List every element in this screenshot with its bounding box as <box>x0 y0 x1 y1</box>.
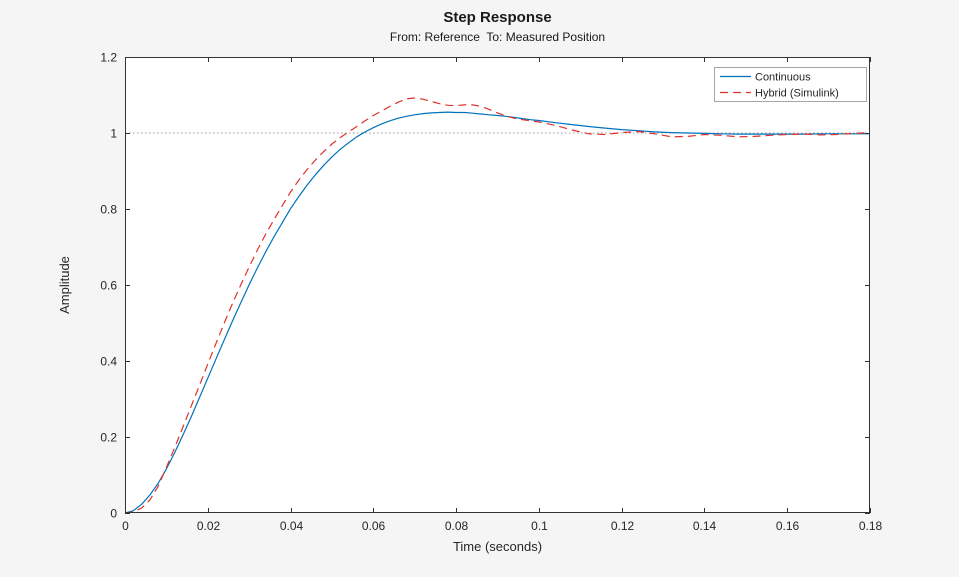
x-tick-label: 0.16 <box>776 519 800 533</box>
x-tick-label: 0.1 <box>531 519 548 533</box>
x-tick-label: 0.12 <box>611 519 635 533</box>
y-tick-label: 0.6 <box>100 279 117 293</box>
x-tick-label: 0.18 <box>859 519 883 533</box>
x-tick-label: 0.02 <box>197 519 221 533</box>
series-line-1 <box>124 97 871 514</box>
legend[interactable]: Continuous Hybrid (Simulink) <box>714 67 867 102</box>
y-tick-label: 0 <box>110 507 117 521</box>
x-axis-label: Time (seconds) <box>452 539 543 554</box>
x-tick-label: 0.14 <box>693 519 717 533</box>
x-tick-label: 0.04 <box>280 519 304 533</box>
series-line-0 <box>124 111 870 514</box>
legend-box <box>714 67 867 102</box>
x-tick-label: 0 <box>122 519 129 533</box>
x-tick-label: 0.08 <box>445 519 469 533</box>
y-tick-label: 1.2 <box>100 51 117 65</box>
y-tick-label: 0.8 <box>100 203 117 217</box>
y-tick-label: 0.2 <box>100 431 117 445</box>
y-tick-label: 0.4 <box>100 355 117 369</box>
x-tick-label: 0.06 <box>362 519 386 533</box>
plot-subtitle: From: Reference To: Measured Position <box>389 30 606 44</box>
plot-area <box>125 57 870 513</box>
y-axis-label: Amplitude <box>57 256 72 314</box>
plot-title: Step Response <box>443 9 552 26</box>
y-tick-label: 1 <box>110 127 117 141</box>
legend-label-0: Continuous <box>755 72 811 84</box>
legend-label-1: Hybrid (Simulink) <box>755 88 839 100</box>
